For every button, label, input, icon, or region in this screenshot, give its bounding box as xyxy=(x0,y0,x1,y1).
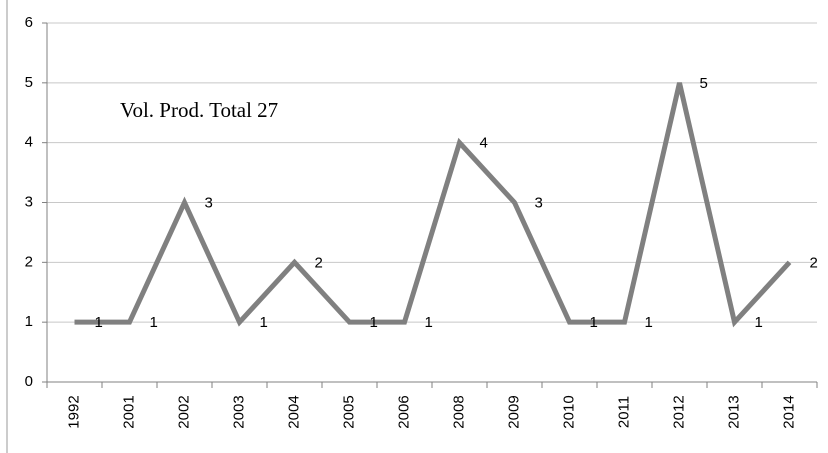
y-tick-label: 6 xyxy=(25,14,33,31)
x-tick-label: 2008 xyxy=(450,395,467,428)
data-label: 3 xyxy=(535,194,543,211)
x-tick-label: 2011 xyxy=(615,396,632,428)
data-label: 2 xyxy=(810,254,818,271)
x-tick-label: 2012 xyxy=(670,395,687,428)
data-label: 2 xyxy=(315,254,323,271)
data-label: 1 xyxy=(260,314,268,331)
data-label: 4 xyxy=(480,135,488,152)
x-tick-label: 2005 xyxy=(340,395,357,428)
x-tick-label: 2004 xyxy=(285,395,302,428)
data-label: 1 xyxy=(755,314,763,331)
y-tick-label: 5 xyxy=(25,74,33,91)
x-tick-label: 2014 xyxy=(780,395,797,428)
x-tick-label: 2006 xyxy=(395,395,412,428)
data-label: 1 xyxy=(370,314,378,331)
x-tick-label: 1992 xyxy=(65,395,82,428)
data-label: 1 xyxy=(95,314,103,331)
x-tick-label: 2009 xyxy=(505,395,522,428)
data-line xyxy=(74,82,792,328)
y-tick-label: 4 xyxy=(25,134,33,151)
y-tick-label: 3 xyxy=(25,193,33,210)
y-tick-label: 1 xyxy=(25,313,33,330)
x-tick-label: 2001 xyxy=(120,395,137,428)
annotation: Vol. Prod. Total 27 xyxy=(120,98,278,122)
x-tick-label: 2003 xyxy=(230,395,247,428)
data-label: 1 xyxy=(425,314,433,331)
x-tick-label: 2002 xyxy=(175,395,192,428)
data-label: 3 xyxy=(205,194,213,211)
data-label: 1 xyxy=(645,314,653,331)
data-label: 5 xyxy=(700,75,708,92)
x-tick-label: 2013 xyxy=(725,395,742,428)
y-tick-label: 2 xyxy=(25,253,33,270)
data-label: 1 xyxy=(590,314,598,331)
y-tick-label: 0 xyxy=(25,373,33,390)
data-label: 1 xyxy=(150,314,158,331)
x-tick-label: 2010 xyxy=(560,395,577,428)
